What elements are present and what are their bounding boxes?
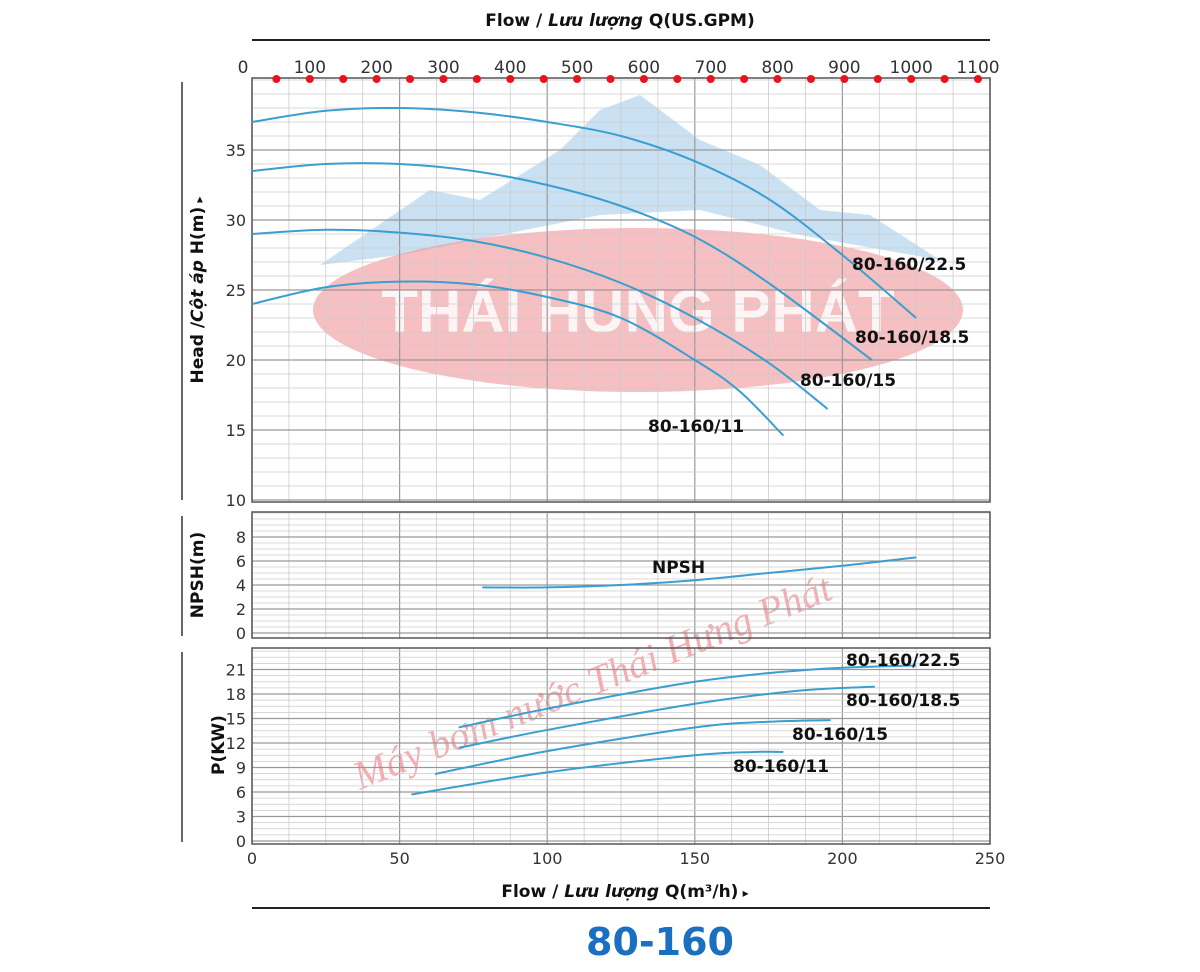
curve-power-80-160-18-5 — [458, 685, 875, 749]
x-tick-label: 200 — [827, 849, 858, 868]
gpm-tick-dot — [506, 75, 515, 83]
gpm-tick-dot — [606, 75, 615, 83]
y-tick-label: 20 — [226, 351, 246, 370]
gpm-tick-dot — [773, 75, 782, 83]
head-axis-label: Head /Cột áp H(m) ▸ — [188, 197, 208, 384]
x-axis-label: Flow / Lưu lượng Q(m³/h) ▸ — [501, 882, 748, 902]
panel-frame-power — [251, 647, 991, 845]
y-tick-label: 15 — [226, 421, 246, 440]
chart-title: 80-160 — [586, 920, 734, 964]
x-tick-label: 250 — [975, 849, 1006, 868]
y-tick-label: 12 — [226, 734, 246, 753]
gpm-tick-dot — [974, 75, 982, 83]
curve-power-80-160-11 — [411, 750, 784, 796]
gpm-tick-label: 0 — [238, 58, 249, 78]
gpm-tick-dot — [840, 75, 849, 83]
x-tick-label: 50 — [389, 849, 409, 868]
gpm-tick-dot — [639, 75, 648, 83]
gpm-tick-label: 500 — [561, 58, 593, 78]
panel-frame-npsh — [251, 511, 991, 639]
gpm-tick-dot — [806, 75, 815, 83]
gpm-tick-dot — [706, 75, 715, 83]
gpm-tick-label: 1000 — [890, 58, 933, 78]
y-tick-label: 0 — [236, 832, 246, 851]
gpm-tick-dot — [439, 75, 448, 83]
x-tick-label: 100 — [532, 849, 563, 868]
curve-head-80-160-18-5 — [251, 162, 873, 361]
gpm-tick-label: 400 — [494, 58, 526, 78]
npsh-series-label: NPSH — [652, 558, 705, 578]
gpm-tick-label: 700 — [695, 58, 727, 78]
gpm-tick-dot — [940, 75, 949, 83]
gpm-tick-label: 100 — [294, 58, 326, 78]
power-series-label: 80-160/18.5 — [846, 691, 960, 711]
gpm-tick-label: 300 — [427, 58, 459, 78]
y-tick-label: 6 — [236, 552, 246, 571]
panel-frame-head — [251, 77, 991, 503]
y-tick-label: 25 — [226, 281, 246, 300]
y-tick-label: 2 — [236, 600, 246, 619]
power-series-label: 80-160/22.5 — [846, 651, 960, 671]
curve-power-80-160-22-5 — [458, 664, 917, 729]
gpm-tick-label: 900 — [828, 58, 860, 78]
gpm-tick-dot — [272, 75, 281, 83]
y-tick-label: 3 — [236, 808, 246, 827]
y-tick-label: 21 — [226, 661, 246, 680]
gpm-tick-dot — [339, 75, 348, 83]
x-tick-label: 150 — [680, 849, 711, 868]
y-tick-label: 6 — [236, 783, 246, 802]
y-tick-label: 35 — [226, 141, 246, 160]
y-tick-label: 4 — [236, 576, 246, 595]
gpm-tick-dot — [539, 75, 548, 83]
y-tick-label: 8 — [236, 528, 246, 547]
y-tick-label: 15 — [226, 710, 246, 729]
gpm-tick-label: 800 — [761, 58, 793, 78]
gpm-tick-dot — [406, 75, 415, 83]
y-tick-label: 10 — [226, 491, 246, 510]
head-series-label: 80-160/15 — [800, 371, 896, 391]
gpm-tick-dot — [907, 75, 916, 83]
curve-head-80-160-11 — [251, 280, 785, 437]
y-tick-label: 30 — [226, 211, 246, 230]
power-series-label: 80-160/11 — [733, 757, 829, 777]
gpm-tick-label: 1100 — [956, 58, 999, 78]
gpm-tick-dot — [305, 75, 314, 83]
curve-head-80-160-22-5 — [251, 106, 917, 319]
head-series-label: 80-160/18.5 — [855, 328, 969, 348]
logo-ellipse — [313, 228, 963, 392]
gpm-tick-dot — [472, 75, 481, 83]
curve-power-80-160-15 — [434, 719, 831, 776]
gpm-tick-dot — [740, 75, 749, 83]
logo-text: THÁI HUNG PHÁT — [381, 278, 894, 345]
gpm-tick-dot — [573, 75, 582, 83]
gpm-tick-label: 200 — [360, 58, 392, 78]
top-axis-label: Flow / Lưu lượng Q(US.GPM) — [485, 11, 754, 31]
power-series-label: 80-160/15 — [792, 725, 888, 745]
gpm-tick-dot — [372, 75, 381, 83]
power-axis-label: P(KW) — [209, 715, 229, 775]
gpm-tick-label: 600 — [628, 58, 660, 78]
y-tick-label: 18 — [226, 685, 246, 704]
mountain-logo-shape — [320, 95, 940, 265]
npsh-axis-label: NPSH(m) — [188, 532, 208, 618]
curve-head-80-160-15 — [251, 228, 829, 410]
head-series-label: 80-160/22.5 — [852, 255, 966, 275]
curve-npsh-NPSH — [482, 556, 917, 589]
gpm-tick-dot — [873, 75, 882, 83]
y-tick-label: 0 — [236, 624, 246, 643]
y-tick-label: 9 — [236, 759, 246, 778]
gpm-tick-dot — [673, 75, 682, 83]
x-tick-label: 0 — [247, 849, 257, 868]
head-series-label: 80-160/11 — [648, 417, 744, 437]
